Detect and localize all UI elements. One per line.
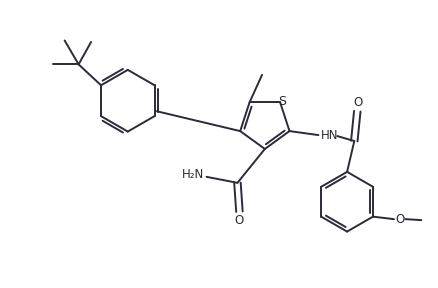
Text: S: S bbox=[279, 95, 286, 108]
Text: O: O bbox=[353, 96, 362, 109]
Text: O: O bbox=[235, 214, 244, 227]
Text: HN: HN bbox=[321, 128, 338, 142]
Text: O: O bbox=[396, 213, 405, 226]
Text: H₂N: H₂N bbox=[181, 168, 204, 181]
